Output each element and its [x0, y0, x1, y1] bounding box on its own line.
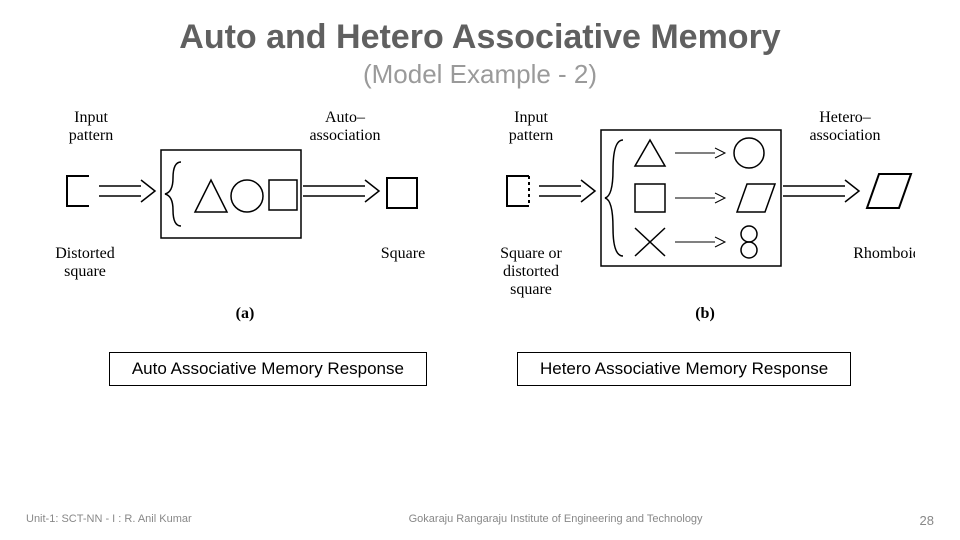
label-distorted: Distorted [55, 245, 115, 262]
label-rhomboid: Rhomboid [853, 245, 915, 262]
label-assoc: association [809, 127, 880, 144]
square-icon [387, 178, 417, 208]
hetero-response-label: Hetero Associative Memory Response [517, 352, 851, 386]
x-icon [635, 228, 665, 256]
label-sq-or: Square or [500, 245, 562, 262]
eight-icon [741, 226, 757, 258]
title-block: Auto and Hetero Associative Memory (Mode… [0, 0, 960, 90]
label-input: Input [514, 109, 548, 126]
distorted-square-icon [67, 176, 89, 206]
arrow-icon [303, 180, 379, 202]
label-square: square [510, 281, 552, 298]
label-pattern: pattern [69, 127, 113, 144]
circle-icon [734, 138, 764, 168]
arrow-icon [675, 148, 725, 158]
footer-left: Unit-1: SCT-NN - I : R. Anil Kumar [26, 513, 192, 528]
arrow-icon [675, 237, 725, 247]
rhomboid-icon [737, 184, 775, 212]
page-number: 28 [920, 513, 934, 528]
label-assoc: association [309, 127, 380, 144]
square-icon [269, 180, 297, 210]
curly-brace-icon [165, 162, 181, 226]
arrow-icon [675, 193, 725, 203]
rhomboid-icon [867, 174, 911, 208]
label-square: square [64, 263, 106, 280]
circle-icon [231, 180, 263, 212]
diagram-area: Input pattern Auto– association [0, 108, 960, 338]
slide: Auto and Hetero Associative Memory (Mode… [0, 0, 960, 540]
arrow-icon [539, 180, 595, 202]
slide-subtitle: (Model Example - 2) [0, 59, 960, 90]
label-distorted: distorted [503, 263, 559, 280]
slide-title: Auto and Hetero Associative Memory [0, 18, 960, 57]
caption-b: (b) [695, 305, 715, 322]
label-hetero: Hetero– [819, 109, 872, 126]
label-auto: Auto– [325, 109, 366, 126]
label-square2: Square [381, 245, 425, 262]
triangle-icon [635, 140, 665, 166]
arrow-icon [783, 180, 859, 202]
diagram: Input pattern Auto– association [45, 108, 915, 338]
label-pattern: pattern [509, 127, 553, 144]
square-icon [635, 184, 665, 212]
curly-brace-icon [605, 140, 623, 256]
footer-center: Gokaraju Rangaraju Institute of Engineer… [409, 513, 703, 528]
triangle-icon [195, 180, 227, 212]
footer: Unit-1: SCT-NN - I : R. Anil Kumar Gokar… [0, 513, 960, 528]
label-input: Input [74, 109, 108, 126]
auto-response-label: Auto Associative Memory Response [109, 352, 427, 386]
response-labels: Auto Associative Memory Response Hetero … [0, 352, 960, 386]
diagram-svg: Input pattern Auto– association [45, 108, 915, 338]
distorted-square-icon [507, 176, 529, 206]
caption-a: (a) [236, 305, 255, 322]
arrow-icon [99, 180, 155, 202]
